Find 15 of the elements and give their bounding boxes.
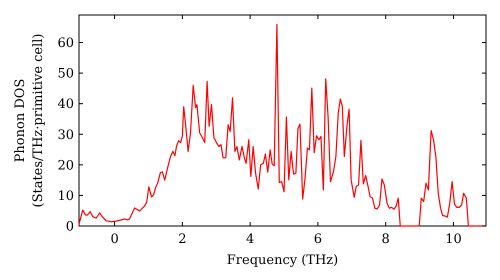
x-tick-label: 10 — [445, 232, 462, 247]
x-tick-label: 6 — [314, 232, 322, 247]
x-tick-label: 2 — [178, 232, 186, 247]
x-tick-label: 8 — [382, 232, 390, 247]
x-tick-label: 0 — [110, 232, 119, 247]
y-tick-label: 0 — [66, 220, 74, 234]
y-tick-label: 10 — [57, 188, 74, 204]
x-axis-title: Frequency (THz) — [226, 253, 338, 268]
x-tick-label: 4 — [246, 232, 254, 247]
y-tick-label: 40 — [57, 97, 74, 112]
y-tick-label: 30 — [57, 128, 74, 143]
y-axis-title: Phonon DOS (States/THz·primitive cell) — [13, 33, 46, 208]
y-tick-label: 20 — [57, 158, 74, 174]
y-tick-label: 50 — [57, 66, 74, 82]
y-tick-label: 60 — [57, 36, 74, 52]
